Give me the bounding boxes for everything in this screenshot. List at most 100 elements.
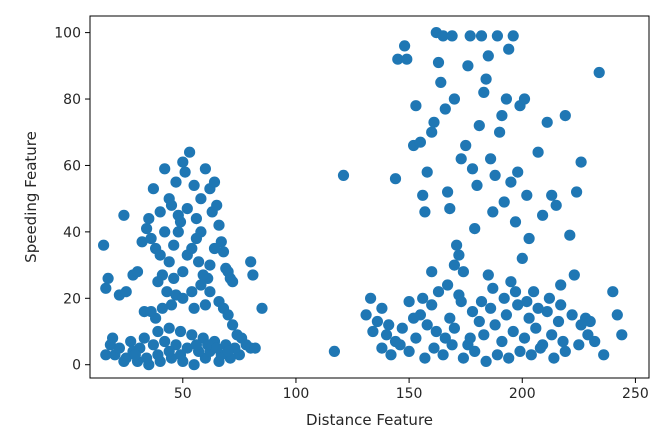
y-tick-label: 0 (72, 358, 81, 374)
data-point (494, 126, 506, 138)
data-point (541, 306, 553, 318)
data-point (509, 286, 522, 298)
data-point (163, 322, 175, 334)
data-point (417, 292, 429, 304)
data-point (365, 292, 377, 304)
data-point (446, 30, 458, 42)
data-point (543, 292, 556, 304)
data-point (532, 146, 544, 158)
data-point (195, 193, 207, 205)
y-tick-label: 100 (54, 26, 81, 42)
data-point (559, 345, 571, 357)
data-point (582, 329, 594, 341)
y-axis-label: Speeding Feature (22, 131, 40, 263)
data-point (473, 315, 485, 328)
data-point (360, 309, 372, 321)
data-point (152, 349, 164, 361)
data-point (555, 279, 567, 291)
data-point (559, 110, 571, 122)
x-tick-label: 200 (509, 386, 536, 402)
data-point (208, 176, 221, 188)
data-point (432, 286, 445, 298)
data-point (399, 40, 411, 52)
data-point (174, 349, 187, 361)
data-point (328, 345, 340, 357)
data-point (125, 335, 137, 348)
data-points (98, 26, 628, 371)
data-point (186, 329, 198, 341)
data-point (199, 163, 211, 175)
data-point (145, 306, 157, 318)
data-point (152, 276, 164, 288)
data-point (575, 319, 587, 331)
data-point (546, 189, 558, 201)
data-point (426, 299, 438, 311)
data-point (120, 286, 132, 298)
data-point (408, 312, 420, 324)
data-point (482, 50, 494, 62)
data-point (593, 66, 605, 79)
data-point (442, 186, 454, 198)
data-point (389, 335, 402, 348)
x-axis-label: Distance Feature (306, 411, 433, 429)
data-point (489, 169, 501, 181)
data-point (487, 206, 499, 218)
data-point (480, 355, 492, 367)
data-point (489, 319, 501, 331)
data-point (491, 349, 503, 361)
data-point (152, 325, 164, 338)
data-point (154, 206, 166, 218)
data-point (607, 286, 619, 298)
data-point (98, 239, 110, 251)
data-point (371, 315, 383, 328)
data-point (523, 232, 535, 245)
data-point (131, 266, 144, 278)
data-point (163, 256, 175, 268)
data-point (376, 302, 388, 314)
data-point (177, 292, 189, 304)
data-point (170, 176, 182, 188)
data-point (478, 329, 490, 341)
data-point (177, 266, 189, 278)
data-point (498, 196, 510, 208)
data-point (426, 126, 438, 138)
data-point (193, 256, 205, 268)
data-point (505, 276, 517, 288)
data-point (217, 246, 230, 258)
data-point (419, 352, 431, 364)
data-point (174, 325, 187, 338)
data-point (141, 352, 153, 364)
data-point (512, 299, 524, 311)
data-point (469, 345, 481, 357)
data-point (548, 352, 560, 364)
data-point (457, 352, 469, 364)
data-point (421, 319, 433, 331)
data-point (466, 163, 479, 175)
data-point (460, 139, 472, 152)
data-point (521, 296, 533, 308)
data-point (213, 219, 225, 231)
data-point (190, 213, 202, 225)
data-point (480, 73, 492, 85)
data-point (159, 163, 171, 175)
data-point (227, 276, 239, 288)
data-point (188, 179, 200, 191)
x-tick-label: 150 (396, 386, 423, 402)
data-point (337, 169, 350, 181)
data-point (566, 309, 578, 321)
data-point (403, 345, 415, 357)
data-point (616, 329, 628, 341)
data-point (444, 203, 456, 215)
data-point (475, 296, 488, 308)
data-point (505, 176, 517, 188)
data-point (104, 339, 116, 351)
data-point (453, 289, 465, 301)
data-point (478, 86, 490, 98)
data-point (437, 349, 449, 361)
data-point (464, 30, 476, 42)
data-point (222, 309, 234, 321)
data-point (161, 286, 173, 298)
data-point (389, 173, 402, 185)
data-point (168, 272, 180, 284)
